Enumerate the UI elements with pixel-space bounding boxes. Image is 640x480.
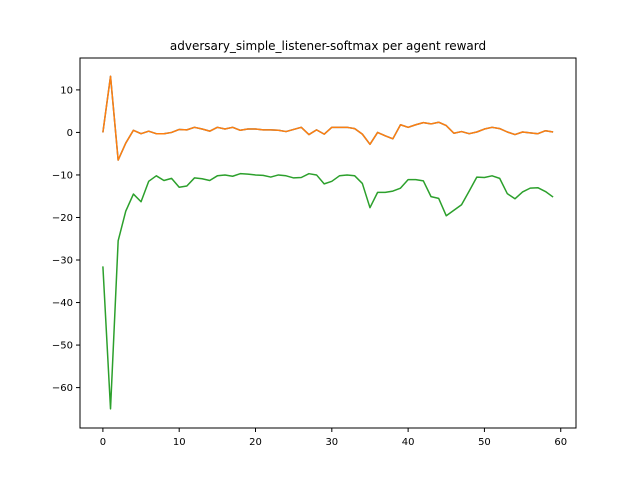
series-line-3 — [102, 172, 554, 410]
x-tick-label: 0 — [100, 437, 106, 448]
y-tick-label: 10 — [60, 85, 73, 96]
y-tick-label: −60 — [52, 383, 73, 394]
x-tick-label: 30 — [325, 437, 338, 448]
y-tick-label: −30 — [52, 256, 73, 267]
x-tick-label: 10 — [173, 437, 186, 448]
x-axis: 0 10 20 30 40 50 60 — [100, 428, 567, 448]
series-layer — [102, 75, 554, 410]
chart-title: adversary_simple_listener-softmax per ag… — [170, 39, 486, 53]
x-tick-label: 60 — [554, 437, 567, 448]
x-tick-label: 40 — [402, 437, 415, 448]
y-tick-label: 0 — [67, 128, 73, 139]
y-tick-label: −10 — [52, 170, 73, 181]
plot-frame — [79, 57, 577, 429]
y-tick-label: −20 — [52, 213, 73, 224]
x-tick-label: 20 — [249, 437, 262, 448]
y-tick-label: −50 — [52, 341, 73, 352]
x-tick-label: 50 — [478, 437, 491, 448]
y-axis: 10 0 −10 −20 −30 −40 −50 −60 — [52, 85, 80, 394]
series-line-2 — [102, 75, 554, 161]
y-tick-label: −40 — [52, 298, 73, 309]
